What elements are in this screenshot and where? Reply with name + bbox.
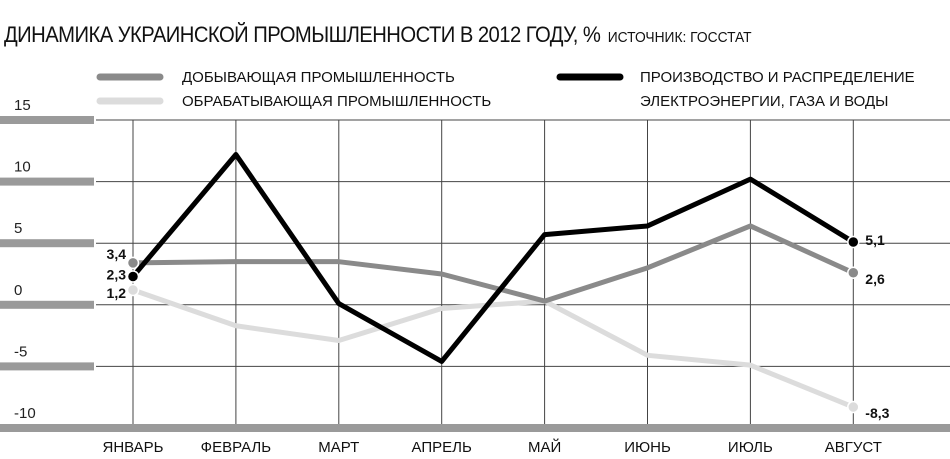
x-tick-label: АВГУСТ xyxy=(825,439,882,456)
y-tick-bar-10 xyxy=(0,177,94,186)
data-point xyxy=(126,256,140,270)
data-label: 5,1 xyxy=(865,232,885,248)
x-tick-label: АПРЕЛЬ xyxy=(412,439,472,456)
data-point xyxy=(126,270,140,283)
series-line xyxy=(130,151,856,364)
y-tick-bar-5 xyxy=(0,239,94,248)
y-tick-label: 15 xyxy=(14,97,31,114)
x-tick-label: ЯНВАРЬ xyxy=(102,439,163,456)
x-axis-bar xyxy=(0,424,950,432)
x-tick-label: МАРТ xyxy=(318,439,359,456)
y-tick-label: -5 xyxy=(14,343,27,360)
chart-title-text: ДИНАМИКА УКРАИНСКОЙ ПРОМЫШЛЕННОСТИ В 201… xyxy=(4,22,601,47)
legend-label: ДОБЫВАЮЩАЯ ПРОМЫШЛЕННОСТЬ xyxy=(182,69,455,86)
chart-title: ДИНАМИКА УКРАИНСКОЙ ПРОМЫШЛЕННОСТИ В 201… xyxy=(4,22,752,48)
data-point xyxy=(847,266,860,280)
y-tick-label: 5 xyxy=(14,220,22,237)
y-tick-label: 10 xyxy=(14,159,31,176)
data-label: 2,3 xyxy=(107,266,127,282)
x-tick-label: ФЕВРАЛЬ xyxy=(201,439,272,456)
x-tick-label: ИЮНЬ xyxy=(624,439,671,456)
data-label: 1,2 xyxy=(107,285,127,301)
data-point xyxy=(847,400,860,414)
data-label: 2,6 xyxy=(865,271,885,287)
y-tick-bar-15 xyxy=(0,116,94,124)
y-tick-label: -10 xyxy=(14,405,36,422)
y-tick-bar-0 xyxy=(0,300,94,309)
source-note: ИСТОЧНИК: ГОССТАТ xyxy=(607,29,752,46)
data-point xyxy=(126,283,140,297)
legend-label: ОБРАБАТЫВАЮЩАЯ ПРОМЫШЛЕННОСТЬ xyxy=(182,93,491,110)
x-tick-label: ИЮЛЬ xyxy=(728,439,773,456)
data-point xyxy=(847,235,860,249)
x-tick-label: МАЙ xyxy=(528,438,561,456)
y-tick-bar--5 xyxy=(0,362,94,371)
data-label: -8,3 xyxy=(865,405,889,421)
y-tick-label: 0 xyxy=(14,282,22,299)
legend-label: ЭЛЕКТРОЭНЕРГИИ, ГАЗА И ВОДЫ xyxy=(640,93,888,110)
series-line xyxy=(130,223,856,304)
series-line xyxy=(130,287,856,410)
data-label: 3,4 xyxy=(107,246,127,262)
legend-label: ПРОИЗВОДСТВО И РАСПРЕДЕЛЕНИЕ xyxy=(640,69,915,86)
